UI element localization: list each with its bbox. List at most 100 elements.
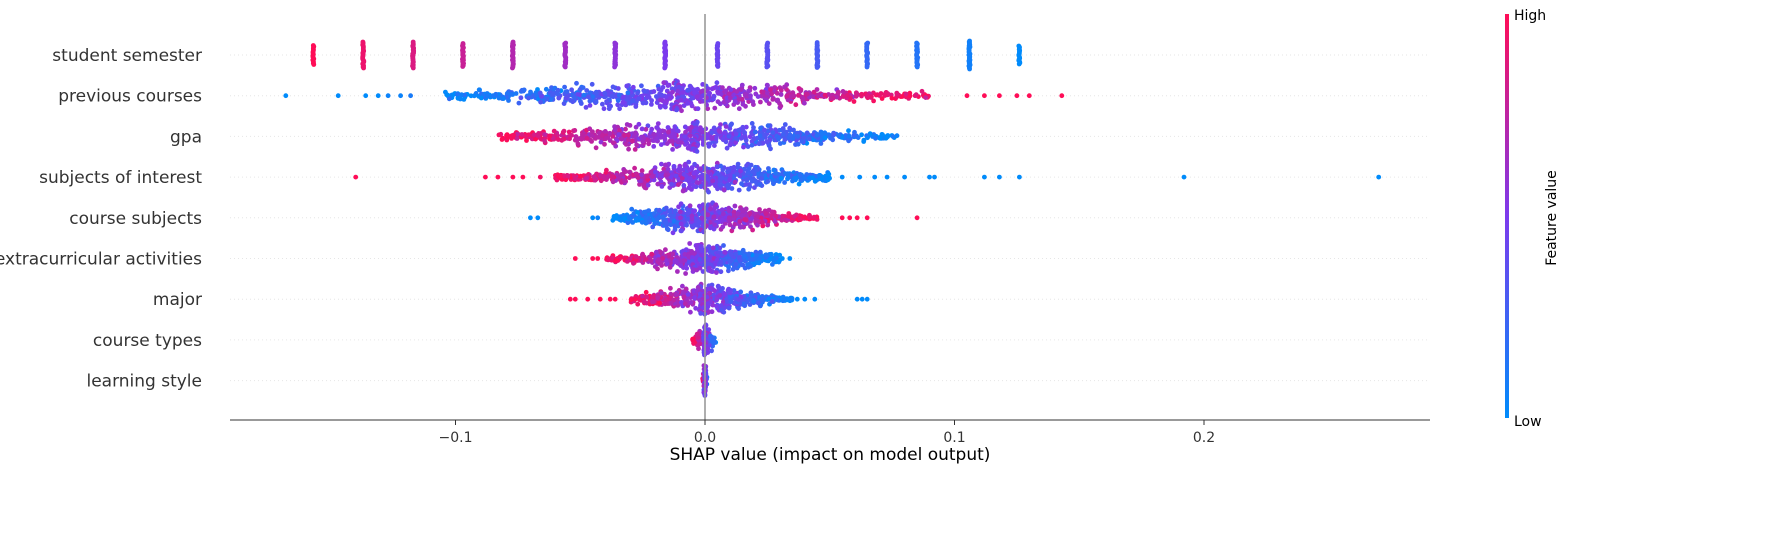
point-gpa: [613, 143, 619, 149]
point-gpa: [666, 129, 671, 135]
point-subjects-of-interest: [826, 171, 832, 177]
point-subjects-of-interest: [1017, 174, 1022, 180]
point-previous-courses: [566, 92, 571, 98]
point-subjects-of-interest: [734, 171, 740, 177]
point-major: [683, 286, 689, 292]
point-gpa: [607, 130, 613, 136]
point-previous-courses: [664, 98, 669, 104]
point-course-subjects: [657, 207, 662, 213]
point-subjects-of-interest: [565, 173, 571, 179]
point-previous-courses: [723, 88, 729, 94]
point-extracurricular-activities: [756, 257, 762, 262]
point-previous-courses: [907, 93, 913, 99]
point-subjects-of-interest: [798, 177, 804, 183]
point-previous-courses: [883, 90, 889, 95]
point-major: [722, 291, 728, 297]
point-course-subjects: [650, 224, 656, 230]
point-gpa: [533, 136, 538, 142]
point-extracurricular-activities: [684, 265, 690, 271]
point-major: [785, 296, 791, 302]
point-previous-courses: [625, 90, 631, 96]
point-subjects-of-interest: [353, 174, 359, 180]
point-gpa: [740, 124, 746, 130]
point-course-subjects: [713, 202, 719, 208]
point-previous-courses: [835, 89, 841, 95]
point-previous-courses: [785, 97, 791, 103]
point-previous-courses: [964, 93, 970, 99]
point-extracurricular-activities: [572, 256, 578, 261]
point-course-subjects: [720, 224, 726, 230]
point-gpa: [531, 132, 537, 138]
point-gpa: [634, 142, 640, 148]
point-course-subjects: [630, 220, 636, 225]
point-previous-courses: [854, 90, 859, 96]
point-subjects-of-interest: [609, 174, 615, 179]
point-previous-courses: [659, 92, 664, 98]
point-course-subjects: [739, 213, 745, 218]
point-previous-courses: [534, 92, 539, 98]
point-course-subjects: [772, 219, 778, 224]
point-gpa: [651, 144, 657, 149]
point-course-subjects: [807, 214, 812, 220]
point-subjects-of-interest: [623, 169, 629, 175]
point-subjects-of-interest: [675, 182, 681, 188]
point-subjects-of-interest: [691, 184, 697, 189]
point-major: [567, 296, 573, 302]
point-subjects-of-interest: [687, 167, 693, 173]
point-extracurricular-activities: [728, 252, 734, 257]
point-major: [714, 303, 719, 309]
point-subjects-of-interest: [686, 185, 692, 191]
point-previous-courses: [459, 92, 464, 98]
point-major: [697, 298, 703, 303]
colorbar-title: Feature value: [1544, 170, 1560, 266]
point-course-subjects: [647, 217, 652, 223]
point-course-subjects: [670, 230, 676, 236]
point-major: [657, 300, 662, 306]
point-gpa: [542, 132, 548, 137]
point-gpa: [859, 132, 864, 138]
point-previous-courses: [982, 93, 987, 99]
point-subjects-of-interest: [691, 170, 697, 176]
point-gpa: [579, 136, 584, 142]
point-subjects-of-interest: [676, 177, 682, 182]
point-course-types: [694, 331, 700, 337]
point-gpa: [787, 125, 793, 131]
point-course-subjects: [675, 220, 680, 226]
point-extracurricular-activities: [670, 251, 676, 257]
point-previous-courses: [742, 91, 748, 97]
point-gpa: [782, 137, 788, 143]
point-gpa: [711, 125, 717, 131]
point-course-subjects: [797, 216, 803, 222]
point-previous-courses: [734, 89, 740, 94]
point-extracurricular-activities: [658, 249, 663, 255]
point-subjects-of-interest: [591, 174, 597, 180]
feature-label-gpa: gpa: [170, 127, 202, 147]
point-subjects-of-interest: [605, 174, 611, 179]
point-course-subjects: [635, 210, 640, 215]
colorbar-high-label: High: [1514, 8, 1546, 24]
point-gpa: [733, 140, 738, 146]
point-previous-courses: [604, 99, 609, 104]
point-course-subjects: [732, 221, 738, 227]
point-course-subjects: [755, 214, 760, 220]
point-subjects-of-interest: [731, 164, 737, 170]
point-course-subjects: [664, 226, 670, 232]
point-gpa: [728, 142, 733, 147]
point-course-types: [691, 340, 696, 346]
point-extracurricular-activities: [740, 247, 746, 253]
point-previous-courses: [590, 94, 596, 99]
point-previous-courses: [568, 97, 573, 103]
point-extracurricular-activities: [733, 251, 739, 257]
point-course-subjects: [708, 206, 713, 212]
point-previous-courses: [879, 96, 885, 101]
point-previous-courses: [461, 97, 467, 102]
point-gpa: [626, 146, 631, 152]
point-subjects-of-interest: [687, 176, 693, 182]
point-previous-courses: [1059, 93, 1065, 99]
point-major: [635, 301, 641, 307]
point-previous-courses: [822, 92, 828, 98]
point-gpa: [742, 130, 748, 136]
point-course-subjects: [760, 223, 766, 229]
point-previous-courses: [617, 106, 622, 112]
point-subjects-of-interest: [616, 175, 622, 181]
